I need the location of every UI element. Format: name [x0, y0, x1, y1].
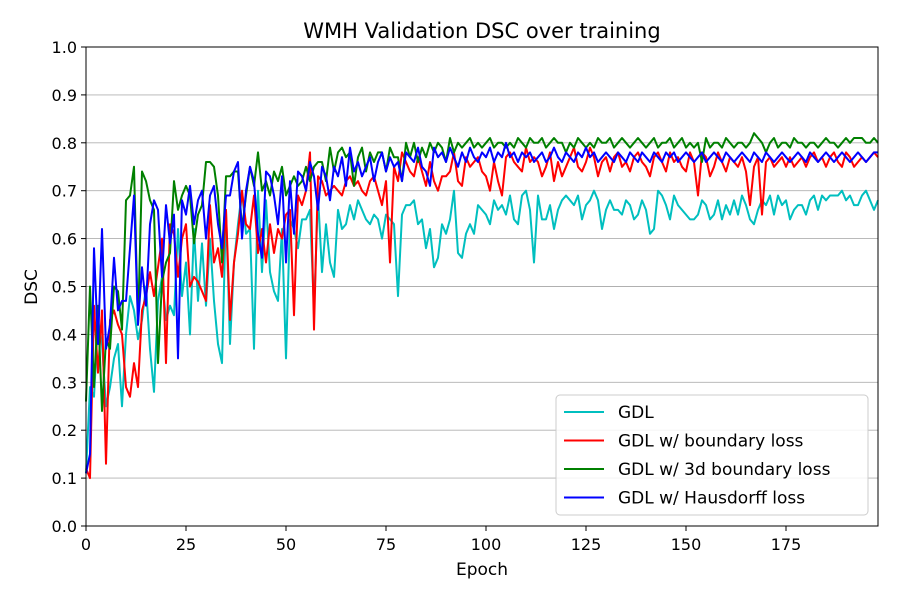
- legend-label-gdl-w-boundary-loss: GDL w/ boundary loss: [618, 432, 804, 452]
- x-tick-label: 125: [571, 535, 602, 554]
- x-axis-title: Epoch: [456, 560, 508, 580]
- legend-label-gdl-w-3d-boundary-loss: GDL w/ 3d boundary loss: [618, 460, 831, 480]
- x-tick-label: 25: [176, 535, 196, 554]
- x-tick-label: 175: [771, 535, 802, 554]
- series-line-gdl-w-hausdorff-loss: [85, 141, 878, 474]
- chart-title: WMH Validation DSC over training: [303, 19, 660, 43]
- y-tick-label: 0.3: [52, 373, 77, 392]
- y-tick-label: 0.4: [52, 325, 77, 344]
- x-axis-ticks: 0 25 50 75 100 125 150 175: [81, 526, 801, 554]
- x-tick-label: 150: [671, 535, 702, 554]
- y-tick-label: 0.9: [52, 86, 77, 105]
- y-tick-label: 0.5: [52, 278, 77, 297]
- legend-box: [555, 394, 869, 516]
- y-tick-label: 0.7: [52, 182, 77, 201]
- x-tick-label: 0: [81, 535, 91, 554]
- series-layer: [85, 132, 879, 480]
- y-axis-title: DSC: [22, 269, 42, 305]
- x-tick-label: 75: [376, 535, 396, 554]
- y-tick-label: 0.2: [52, 421, 77, 440]
- y-tick-label: 0.1: [52, 469, 77, 488]
- legend: GDL GDL w/ boundary loss GDL w/ 3d boundar…: [555, 394, 869, 516]
- series-line-gdl-w-3d-boundary-loss: [85, 132, 879, 412]
- y-axis-ticks: 0.0 0.1 0.2 0.3 0.4 0.5 0.6 0.7 0.8 0.9 1.0: [52, 38, 86, 536]
- y-tick-label: 0.0: [52, 517, 77, 536]
- x-tick-label: 50: [276, 535, 296, 554]
- series-line-gdl-w-boundary-loss: [85, 146, 879, 480]
- y-tick-label: 0.6: [52, 230, 77, 249]
- y-tick-label: 1.0: [52, 38, 77, 57]
- legend-label-gdl: GDL: [618, 403, 654, 423]
- x-tick-label: 100: [471, 535, 502, 554]
- y-tick-label: 0.8: [52, 134, 77, 153]
- series-line-gdl: [85, 189, 879, 474]
- legend-label-gdl-w-hausdorff-loss: GDL w/ Hausdorff loss: [618, 489, 805, 509]
